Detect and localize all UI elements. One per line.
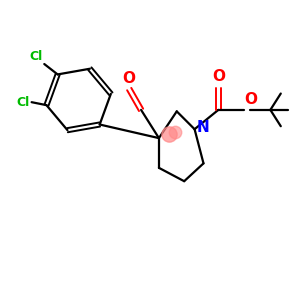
Text: O: O xyxy=(122,70,135,86)
Text: O: O xyxy=(212,69,225,84)
Text: Cl: Cl xyxy=(17,96,30,109)
Text: O: O xyxy=(244,92,257,107)
Text: Cl: Cl xyxy=(29,50,43,62)
Text: N: N xyxy=(197,120,210,135)
